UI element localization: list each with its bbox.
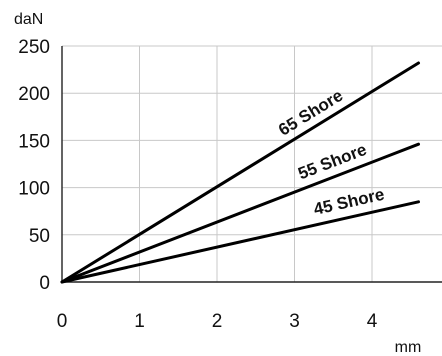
y-tick-label-250: 250 xyxy=(18,37,50,58)
series-label-45-shore: 45 Shore xyxy=(312,185,386,219)
x-tick-label-0: 0 xyxy=(57,311,68,332)
y-tick-label-0: 0 xyxy=(39,273,50,294)
y-tick-label-200: 200 xyxy=(18,84,50,105)
axes xyxy=(61,46,442,283)
y-tick-label-50: 50 xyxy=(29,226,50,247)
x-tick-label-3: 3 xyxy=(289,311,300,332)
x-axis-unit-label: mm xyxy=(395,339,422,356)
y-tick-label-150: 150 xyxy=(18,131,50,152)
series-lines xyxy=(60,61,420,284)
series-line-65-shore xyxy=(60,61,420,284)
y-tick-label-100: 100 xyxy=(18,179,50,200)
x-tick-label-1: 1 xyxy=(134,311,145,332)
x-tick-label-2: 2 xyxy=(212,311,223,332)
y-axis-unit-label: daN xyxy=(14,11,43,28)
series-line-45-shore xyxy=(60,200,420,284)
x-tick-label-4: 4 xyxy=(367,311,378,332)
series-line-55-shore xyxy=(60,142,420,284)
grid xyxy=(62,45,442,282)
